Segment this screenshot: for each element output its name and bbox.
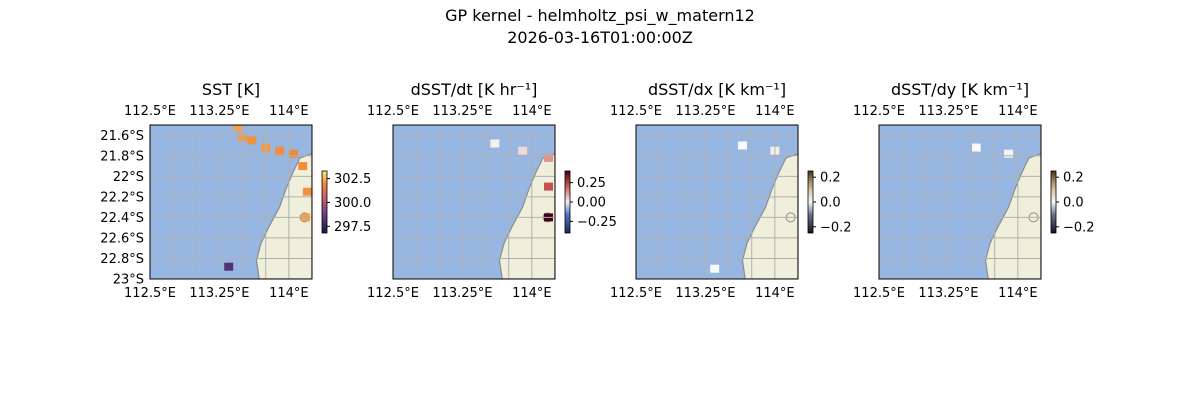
x-tick-label-bottom: 112.5°E: [853, 286, 905, 301]
x-tick-label-top: 113.25°E: [432, 104, 492, 119]
x-tick-label-top: 112.5°E: [367, 104, 419, 119]
y-tick-label: 22.4°S: [100, 211, 144, 226]
x-tick-label-top: 113.25°E: [675, 104, 735, 119]
data-cell: [275, 146, 285, 155]
x-tick-label-top: 114°E: [269, 104, 309, 119]
y-tick-label: 21.8°S: [100, 149, 144, 164]
figure-subtitle: 2026-03-16T01:00:00Z: [507, 28, 693, 47]
x-tick-label-top: 113.25°E: [189, 104, 249, 119]
data-cell: [544, 182, 553, 191]
y-tick-label: 21.6°S: [100, 129, 144, 144]
x-tick-label-top: 112.5°E: [853, 104, 905, 119]
colorbar: 302.5 300.0 297.5: [321, 170, 371, 235]
colorbar: 0.2 0.0 −0.2: [807, 170, 852, 235]
data-cell: [738, 141, 747, 150]
x-tick-label-top: 114°E: [512, 104, 552, 119]
colorbar: 0.2 0.0 −0.2: [1050, 170, 1095, 235]
data-cell: [224, 262, 234, 271]
x-tick-label-bottom: 113.25°E: [675, 286, 735, 301]
data-cell: [544, 153, 553, 162]
panel-title: dSST/dt [K hr⁻¹]: [411, 80, 538, 99]
colorbar-tick-label: 0.2: [820, 171, 841, 186]
panel-title: dSST/dx [K km⁻¹]: [648, 80, 786, 99]
colorbar-tick-label: 302.5: [334, 172, 371, 187]
colorbar-tick-label: 0.25: [577, 176, 606, 191]
colorbar-tick-label: 300.0: [334, 196, 371, 211]
y-tick-label: 23°S: [113, 273, 144, 288]
colorbar-gradient: [807, 170, 814, 234]
data-cell: [298, 162, 308, 171]
x-tick-label-bottom: 114°E: [998, 286, 1038, 301]
map-panel-1: SST [K] 112.5°E 112.5°E 113.25°E 113.25°E 114…: [100, 80, 371, 301]
map-frame: [149, 124, 313, 280]
map-frame: [635, 124, 799, 280]
land: [741, 153, 798, 279]
data-cell: [247, 136, 257, 145]
x-tick-label-bottom: 114°E: [512, 286, 552, 301]
data-cell: [289, 149, 298, 158]
colorbar-tick-label: −0.2: [820, 220, 852, 235]
colorbar-tick-label: 0.00: [577, 196, 606, 211]
x-tick-label-top: 114°E: [998, 104, 1038, 119]
map-frame: [878, 124, 1042, 280]
colorbar-gradient: [1050, 170, 1057, 234]
data-cell: [710, 264, 720, 273]
colorbar-tick-label: −0.25: [577, 215, 617, 230]
y-tick-label: 22.2°S: [100, 190, 144, 205]
x-tick-label-bottom: 113.25°E: [918, 286, 978, 301]
panel-title: dSST/dy [K km⁻¹]: [891, 80, 1029, 99]
land: [984, 153, 1041, 279]
data-cell: [233, 125, 243, 132]
panel-title: SST [K]: [202, 80, 260, 99]
colorbar-tick-label: 297.5: [334, 220, 371, 235]
data-cell: [971, 143, 981, 152]
y-tick-label: 22.8°S: [100, 252, 144, 267]
x-tick-label-bottom: 113.25°E: [189, 286, 249, 301]
map-area: [636, 125, 798, 279]
data-cell: [518, 146, 528, 155]
colorbar-tick-label: 0.0: [1063, 196, 1084, 211]
map-panel-2: dSST/dt [K hr⁻¹] 112.5°E 112.5°E 113.25°E 11…: [367, 80, 617, 301]
x-tick-label-bottom: 113.25°E: [432, 286, 492, 301]
land: [255, 153, 312, 279]
map-panel-4: dSST/dy [K km⁻¹] 112.5°E 112.5°E 113.25°E 11…: [853, 80, 1095, 301]
x-tick-label-bottom: 112.5°E: [124, 286, 176, 301]
x-tick-label-bottom: 112.5°E: [610, 286, 662, 301]
data-cell: [1004, 149, 1014, 158]
figure-title: GP kernel - helmholtz_psi_w_matern12: [445, 6, 755, 25]
x-tick-label-top: 114°E: [755, 104, 795, 119]
x-tick-label-top: 112.5°E: [610, 104, 662, 119]
y-tick-label: 22°S: [113, 170, 144, 185]
y-tick-label: 22.6°S: [100, 231, 144, 246]
map-area: [393, 125, 555, 279]
x-tick-label-bottom: 112.5°E: [367, 286, 419, 301]
x-tick-label-bottom: 114°E: [269, 286, 309, 301]
colorbar-tick-label: −0.2: [1063, 220, 1095, 235]
map-area: [150, 125, 312, 279]
data-cell: [302, 187, 312, 196]
x-tick-label-top: 113.25°E: [918, 104, 978, 119]
x-tick-label-top: 112.5°E: [124, 104, 176, 119]
data-cell: [490, 139, 500, 148]
x-tick-label-bottom: 114°E: [755, 286, 795, 301]
colorbar-gradient: [321, 170, 328, 234]
colorbar: 0.25 0.00 −0.25: [564, 170, 617, 234]
map-area: [879, 125, 1041, 279]
colorbar-tick-label: 0.2: [1063, 171, 1084, 186]
colorbar-gradient: [564, 170, 571, 234]
map-frame: [392, 124, 556, 280]
colorbar-tick-label: 0.0: [820, 196, 841, 211]
map-panel-3: dSST/dx [K km⁻¹] 112.5°E 112.5°E 113.25°E 11…: [610, 80, 852, 301]
land: [498, 153, 555, 279]
